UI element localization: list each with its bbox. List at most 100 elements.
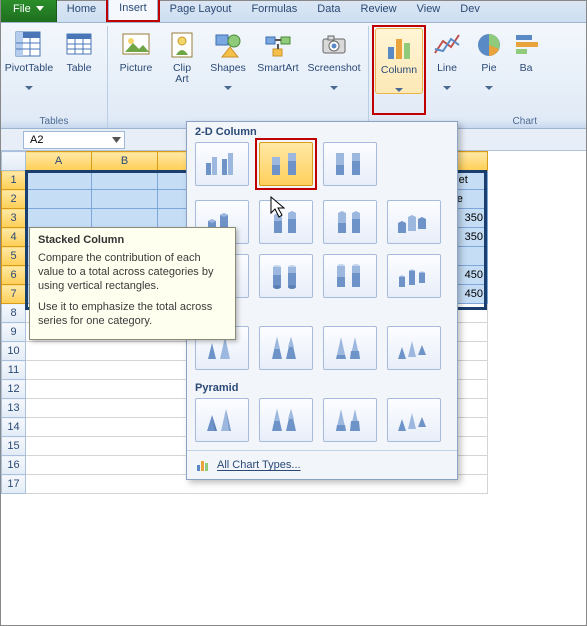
tab-formulas[interactable]: Formulas — [241, 0, 307, 22]
row-header[interactable]: 17 — [2, 475, 26, 494]
highlight-stacked-column — [255, 138, 317, 190]
col-header-a[interactable]: A — [26, 152, 92, 171]
cell[interactable] — [92, 171, 158, 190]
pivottable-button[interactable]: PivotTable — [5, 26, 53, 114]
bar-chart-button[interactable]: Ba — [511, 26, 541, 114]
row-header[interactable]: 8 — [2, 304, 26, 323]
ribbon-tabstrip: File Home Insert Page Layout Formulas Da… — [1, 1, 586, 23]
column-chart-label: Column — [381, 65, 417, 89]
chart-100pct-stacked-column-2d[interactable] — [323, 142, 377, 186]
row-header[interactable]: 6 — [2, 266, 26, 285]
pivottable-icon — [13, 29, 45, 61]
chart-clustered-pyramid[interactable] — [195, 398, 249, 442]
pivottable-label: PivotTable — [5, 63, 53, 87]
pie-chart-button[interactable]: Pie — [469, 26, 509, 114]
all-chart-types[interactable]: All Chart Types... — [187, 450, 457, 479]
tab-file[interactable]: File — [1, 0, 57, 22]
tab-review[interactable]: Review — [351, 0, 407, 22]
group-charts: Column Line Pie — [369, 26, 545, 128]
screenshot-button[interactable]: Screenshot — [304, 26, 364, 114]
cell[interactable] — [26, 209, 92, 228]
row-header[interactable]: 2 — [2, 190, 26, 209]
line-chart-label: Line — [437, 63, 457, 87]
row-header[interactable]: 4 — [2, 228, 26, 247]
row-header[interactable]: 3 — [2, 209, 26, 228]
chevron-down-icon — [485, 86, 493, 91]
pie-chart-label: Pie — [481, 63, 496, 87]
col-header-b[interactable]: B — [92, 152, 158, 171]
tooltip-p1: Compare the contribution of each value t… — [38, 252, 227, 293]
group-tables: PivotTable Table Tables — [1, 26, 108, 128]
chart-3d-cylinder[interactable] — [387, 254, 441, 298]
chart-stacked-column-2d[interactable] — [259, 142, 313, 186]
screenshot-icon — [318, 29, 350, 61]
row-header[interactable]: 14 — [2, 418, 26, 437]
chart-100pct-stacked-cylinder[interactable] — [323, 254, 377, 298]
cell[interactable] — [26, 171, 92, 190]
gallery-row — [187, 396, 457, 450]
shapes-button[interactable]: Shapes — [204, 26, 252, 114]
highlight-column-button: Column — [372, 25, 426, 115]
tab-dev[interactable]: Dev — [450, 0, 490, 22]
tab-page-layout[interactable]: Page Layout — [160, 0, 242, 22]
chart-3d-cone[interactable] — [387, 326, 441, 370]
chart-100pct-stacked-pyramid[interactable] — [323, 398, 377, 442]
row-header[interactable]: 11 — [2, 361, 26, 380]
select-all[interactable] — [2, 152, 26, 171]
row-header[interactable]: 9 — [2, 323, 26, 342]
group-charts-label: Chart — [513, 114, 541, 128]
gallery-section-2d: 2-D Column — [187, 122, 457, 140]
bar-chart-icon — [512, 29, 540, 61]
row-header[interactable]: 7 — [2, 285, 26, 304]
line-chart-button[interactable]: Line — [427, 26, 467, 114]
name-box[interactable]: A2 — [23, 131, 125, 149]
chevron-down-icon — [330, 86, 338, 91]
chart-clustered-column-2d[interactable] — [195, 142, 249, 186]
highlight-insert-tab: Insert — [106, 0, 160, 22]
clipart-icon — [166, 29, 198, 61]
picture-label: Picture — [120, 63, 153, 87]
ribbon: PivotTable Table Tables — [1, 23, 586, 129]
column-chart-button[interactable]: Column — [375, 28, 423, 94]
table-button[interactable]: Table — [55, 26, 103, 114]
shapes-label: Shapes — [210, 63, 246, 87]
row-header[interactable]: 1 — [2, 171, 26, 190]
tab-insert[interactable]: Insert — [108, 0, 158, 20]
tab-view[interactable]: View — [407, 0, 451, 22]
name-box-value: A2 — [30, 134, 43, 146]
chart-stacked-cylinder[interactable] — [259, 254, 313, 298]
row-header[interactable]: 12 — [2, 380, 26, 399]
chart-3d-column[interactable] — [387, 200, 441, 244]
gallery-row — [187, 140, 457, 194]
picture-button[interactable]: Picture — [112, 26, 160, 114]
cell[interactable] — [92, 209, 158, 228]
tab-data[interactable]: Data — [307, 0, 350, 22]
group-tables-label: Tables — [40, 114, 69, 128]
smartart-icon — [262, 29, 294, 61]
chart-100pct-stacked-column-3d[interactable] — [323, 200, 377, 244]
column-chart-icon — [383, 31, 415, 63]
row-header[interactable]: 13 — [2, 399, 26, 418]
tooltip-title: Stacked Column — [38, 234, 227, 246]
chart-100pct-stacked-cone[interactable] — [323, 326, 377, 370]
row-header[interactable]: 5 — [2, 247, 26, 266]
smartart-button[interactable]: SmartArt — [254, 26, 302, 114]
row-header[interactable]: 15 — [2, 437, 26, 456]
chevron-down-icon — [36, 6, 44, 12]
row-header[interactable]: 16 — [2, 456, 26, 475]
chart-stacked-cone[interactable] — [259, 326, 313, 370]
chart-3d-pyramid[interactable] — [387, 398, 441, 442]
shapes-icon — [212, 29, 244, 61]
tab-home[interactable]: Home — [57, 0, 106, 22]
pie-chart-icon — [473, 29, 505, 61]
clipart-label: ClipArt — [173, 63, 191, 87]
row-header[interactable]: 10 — [2, 342, 26, 361]
chart-stacked-pyramid[interactable] — [259, 398, 313, 442]
cell[interactable] — [92, 190, 158, 209]
group-illustrations: Picture ClipArt Shapes — [108, 26, 369, 128]
clipart-button[interactable]: ClipArt — [162, 26, 202, 114]
gallery-section-pyramid: Pyramid — [187, 378, 457, 396]
line-chart-icon — [431, 29, 463, 61]
cell[interactable] — [26, 190, 92, 209]
chart-stacked-column-3d[interactable] — [259, 200, 313, 244]
